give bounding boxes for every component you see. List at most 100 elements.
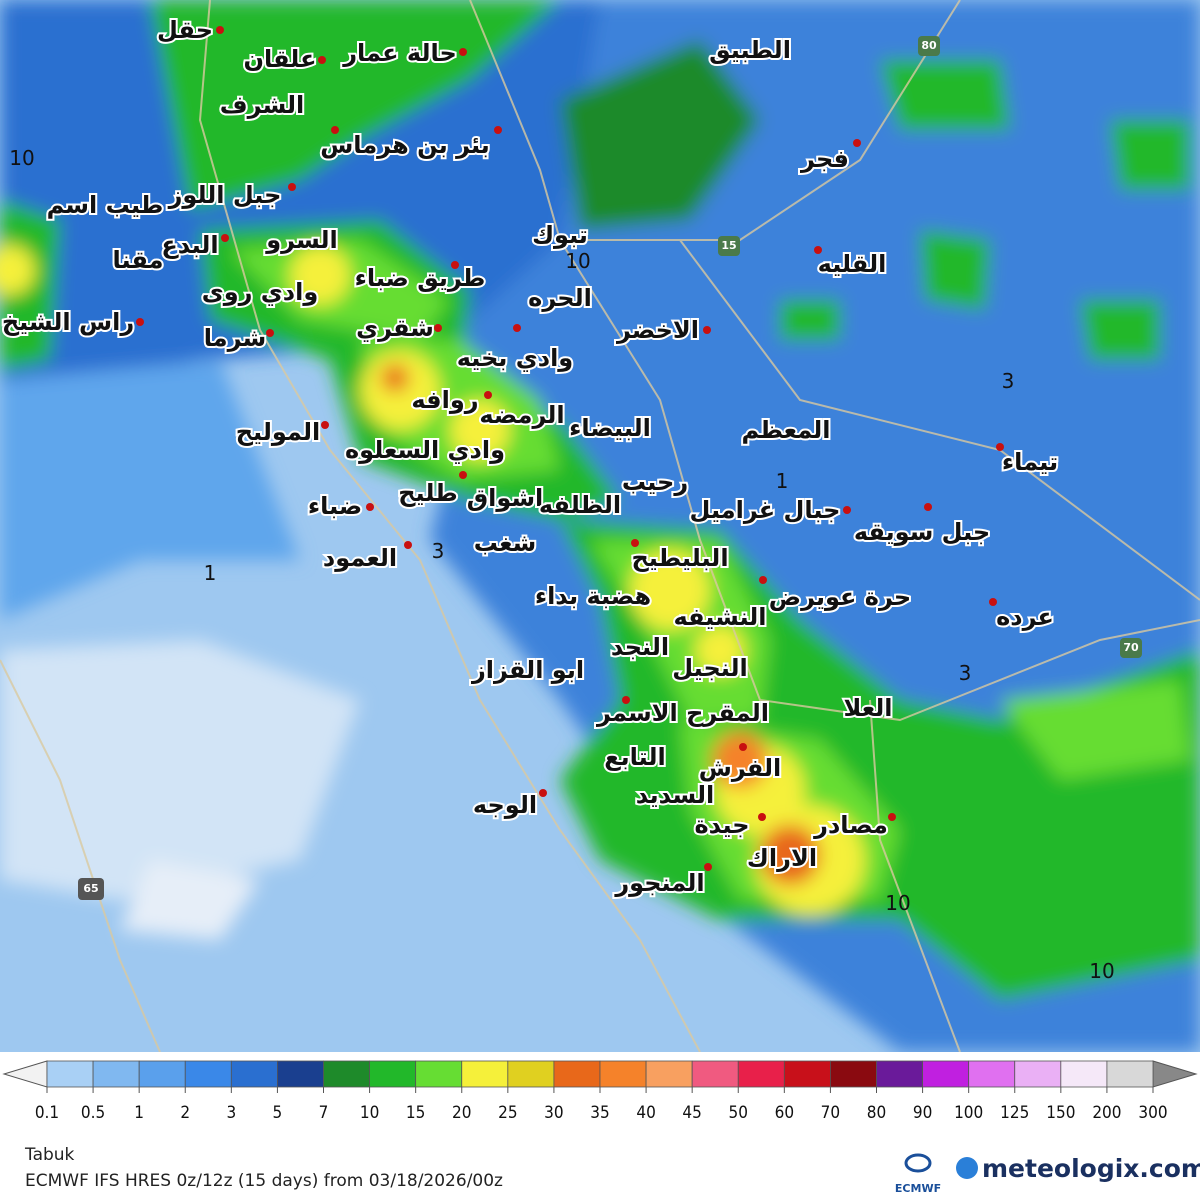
- road-number: 15: [721, 239, 736, 252]
- place-label: السديد: [636, 781, 714, 809]
- legend-tick-label: 7: [319, 1103, 329, 1123]
- place-label: المنجور: [614, 869, 704, 897]
- place-label: الفرش: [699, 754, 782, 782]
- road-number: 70: [1123, 641, 1139, 654]
- place-label: الطبيق: [709, 36, 791, 64]
- legend-swatch: [277, 1060, 324, 1088]
- legend-swatch: [1014, 1060, 1062, 1088]
- place-label: فجر: [800, 145, 849, 173]
- legend-tick-label: 45: [682, 1103, 701, 1123]
- legend-swatch: [645, 1060, 693, 1088]
- place-label: الحره: [528, 284, 592, 312]
- map: حقل علقان حالة عمار الطبيق الشرف بئر بن …: [0, 0, 1200, 1052]
- place-label: النجيل: [672, 654, 748, 682]
- place-label: العلا: [843, 694, 892, 722]
- ecmwf-logo: ECMWF: [895, 1182, 941, 1195]
- legend-tick-label: 30: [544, 1103, 563, 1123]
- place-label: البيضاء: [569, 414, 651, 442]
- place-label: الظلفه: [539, 491, 621, 519]
- legend-arrow-low: [2, 1060, 48, 1088]
- place-label: الاخضر: [616, 316, 699, 344]
- brand: meteologix.com: [982, 1154, 1200, 1183]
- place-label: القليه: [818, 250, 887, 278]
- place-label: النشيفه: [673, 603, 766, 631]
- legend-tick-label: 25: [498, 1103, 517, 1123]
- place-label: طيب اسم: [47, 191, 164, 219]
- place-label: علقان: [244, 45, 317, 73]
- legend-tick-label: 5: [273, 1103, 283, 1123]
- place-label: طليح: [398, 479, 458, 507]
- legend-arrow-high: [1152, 1060, 1198, 1088]
- place-label: حالة عمار: [342, 39, 457, 67]
- legend-tick-label: 60: [775, 1103, 794, 1123]
- contour-label: 1: [204, 561, 217, 585]
- legend-swatch: [1106, 1060, 1154, 1088]
- place-label: الاراك: [747, 844, 817, 872]
- place-label: مقنا: [113, 246, 164, 274]
- legend-swatch: [323, 1060, 370, 1088]
- place-label: طريق ضباء: [355, 264, 486, 292]
- place-label: عرده: [996, 603, 1054, 631]
- contour-label: 10: [885, 891, 910, 915]
- contour-label: 10: [1089, 959, 1114, 983]
- place-label: مصادر: [813, 811, 888, 839]
- place-label: حرة عويرض: [769, 583, 911, 611]
- legend-tick-label: 70: [821, 1103, 840, 1123]
- legend-tick-label: 90: [913, 1103, 932, 1123]
- place-label: المعظم: [741, 416, 830, 444]
- legend-swatch: [92, 1060, 140, 1088]
- region-label: Tabuk: [24, 1145, 75, 1165]
- place-label: وادي السعلوه: [345, 436, 505, 464]
- legend-swatch: [599, 1060, 647, 1088]
- legend-swatch: [922, 1060, 970, 1088]
- place-label: رحيب: [622, 468, 688, 496]
- place-label: الوجه: [473, 791, 537, 819]
- place-label: المقرح الاسمر: [596, 699, 769, 727]
- legend-tick-label: 80: [867, 1103, 886, 1123]
- contour-label: 1: [776, 469, 789, 493]
- place-label: جيدة: [694, 811, 749, 839]
- road-shields: 80 15 70 65: [78, 36, 1142, 900]
- color-legend: 0.1 0.5 1 2 3 5 7 10 15 20 25 30 35 40 45 50 60 70 80 90 100…: [2, 1060, 1198, 1123]
- legend-swatch: [415, 1060, 463, 1088]
- place-label: العمود: [323, 544, 397, 572]
- legend-swatch: [876, 1060, 923, 1088]
- legend-tick-label: 40: [636, 1103, 655, 1123]
- place-label: راس الشيخ: [2, 308, 134, 336]
- place-label: البليطيح: [631, 544, 728, 572]
- contour-label: 3: [959, 661, 972, 685]
- legend-swatch: [1060, 1060, 1108, 1088]
- place-label: جبل اللوز: [168, 181, 282, 209]
- place-label: النجد: [611, 633, 669, 661]
- place-label: وادي روى: [202, 278, 319, 306]
- place-label: حقل: [157, 16, 213, 44]
- road-number: 65: [83, 882, 98, 895]
- legend-swatch: [691, 1060, 739, 1088]
- place-labels: حقل علقان حالة عمار الطبيق الشرف بئر بن …: [0, 14, 1060, 899]
- legend-swatch: [507, 1060, 555, 1088]
- road-number: 80: [921, 39, 937, 52]
- legend-swatch: [461, 1060, 509, 1088]
- legend-swatch: [184, 1060, 232, 1088]
- legend-swatch: [230, 1060, 278, 1088]
- legend-swatch: [369, 1060, 417, 1088]
- place-label: شغب: [474, 529, 537, 557]
- place-label: السرو: [265, 226, 338, 254]
- legend-tick-label: 100: [954, 1103, 983, 1123]
- place-label: الرمضه: [479, 401, 564, 429]
- contour-label: 10: [9, 146, 34, 170]
- place-label: شقري: [356, 314, 434, 342]
- place-label: تيماء: [1002, 448, 1058, 476]
- place-label: جبال غراميل: [690, 496, 841, 524]
- legend-tick-label: 1: [134, 1103, 144, 1123]
- place-label: هضبة بداء: [535, 582, 651, 610]
- legend-tick-label: 300: [1138, 1103, 1167, 1123]
- legend-tick-label: 0.5: [81, 1103, 105, 1123]
- legend-swatch: [46, 1060, 94, 1088]
- place-label: وادي بخيه: [457, 344, 573, 372]
- model-info: ECMWF IFS HRES 0z/12z (15 days) from 03/…: [25, 1171, 503, 1191]
- legend-swatch: [783, 1060, 831, 1088]
- place-label: شرما: [204, 324, 266, 352]
- contour-label: 3: [432, 539, 445, 563]
- legend-tick-label: 200: [1092, 1103, 1121, 1123]
